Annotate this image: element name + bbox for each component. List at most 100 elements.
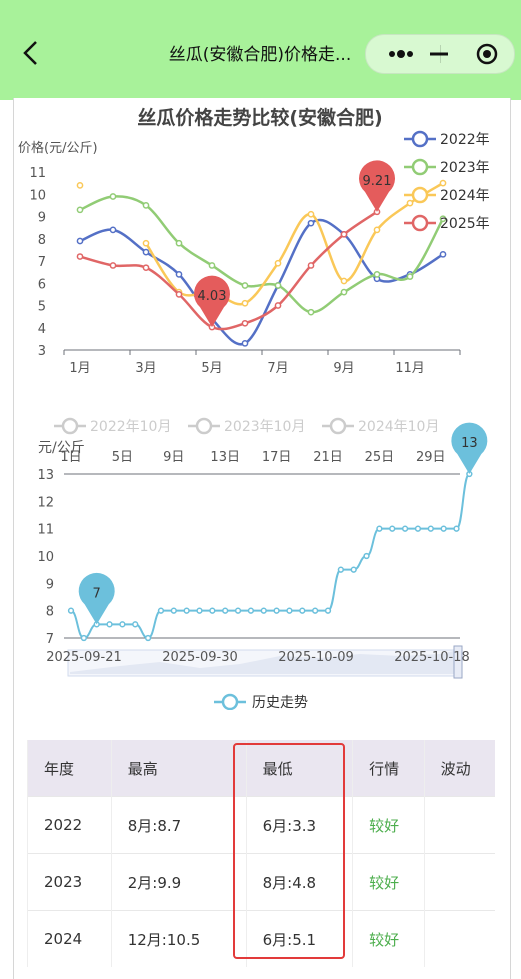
data-point bbox=[176, 241, 181, 246]
history-point bbox=[313, 608, 318, 613]
cell-lowest: 6月:5.1 bbox=[246, 911, 352, 968]
back-button[interactable] bbox=[18, 38, 46, 68]
table-header-row: 年度 最高 最低 行情 波动 bbox=[28, 740, 496, 797]
history-point bbox=[261, 608, 266, 613]
top-tick-label: 1日 bbox=[60, 450, 81, 465]
history-point bbox=[338, 567, 343, 572]
data-point bbox=[407, 201, 412, 206]
history-point bbox=[223, 608, 228, 613]
history-point bbox=[428, 526, 433, 531]
history-point bbox=[364, 554, 369, 559]
cell-year: 2024 bbox=[28, 911, 112, 968]
data-point bbox=[341, 232, 346, 237]
history-point bbox=[133, 622, 138, 627]
history-point bbox=[274, 608, 279, 613]
legend-label: 历史走势 bbox=[252, 695, 308, 710]
legend-label: 2024年10月 bbox=[358, 419, 439, 435]
legend-label: 2024年 bbox=[440, 188, 490, 204]
data-point bbox=[275, 261, 280, 266]
y-axis-label: 价格(元/公斤) bbox=[18, 140, 98, 156]
history-marker-label: 7 bbox=[93, 586, 101, 601]
legend-label: 2022年 bbox=[440, 132, 490, 148]
x-tick-label: 3月 bbox=[135, 361, 156, 376]
data-point bbox=[308, 221, 313, 226]
close-button[interactable] bbox=[462, 35, 512, 73]
top-tick-label: 13日 bbox=[210, 450, 240, 465]
data-point bbox=[77, 207, 82, 212]
cell-lowest: 6月:3.3 bbox=[246, 797, 352, 854]
data-point bbox=[242, 283, 247, 288]
data-point bbox=[242, 341, 247, 346]
y-tick-label: 7 bbox=[38, 255, 46, 270]
history-point bbox=[390, 526, 395, 531]
legend-marker bbox=[331, 419, 345, 433]
history-point bbox=[184, 608, 189, 613]
history-point bbox=[351, 567, 356, 572]
data-point bbox=[110, 263, 115, 268]
history-point bbox=[249, 608, 254, 613]
minimize-icon bbox=[414, 35, 464, 73]
y-tick-label: 8 bbox=[46, 605, 54, 620]
mini-program-capsule bbox=[365, 34, 515, 74]
cell-market: 较好 bbox=[353, 854, 425, 911]
table-row: 2022 8月:8.7 6月:3.3 较好 bbox=[28, 797, 496, 854]
series-line-2022年 bbox=[80, 220, 443, 344]
table-row: 2023 2月:9.9 8月:4.8 较好 bbox=[28, 854, 496, 911]
marker-label: 4.03 bbox=[198, 289, 227, 304]
data-point bbox=[407, 274, 412, 279]
header-market: 行情 bbox=[353, 740, 425, 797]
history-point bbox=[146, 636, 151, 641]
cell-year: 2023 bbox=[28, 854, 112, 911]
header-year: 年度 bbox=[28, 740, 112, 797]
top-tick-label: 21日 bbox=[313, 450, 343, 465]
history-point bbox=[287, 608, 292, 613]
series-line-2025年 bbox=[80, 212, 377, 329]
series-line-2023年 bbox=[80, 196, 443, 312]
cell-market: 较好 bbox=[353, 797, 425, 854]
y-tick-label: 11 bbox=[29, 166, 46, 181]
y-tick-label: 13 bbox=[37, 468, 54, 483]
data-point bbox=[143, 250, 148, 255]
data-point bbox=[209, 263, 214, 268]
data-point bbox=[308, 310, 313, 315]
history-marker-label: 13 bbox=[461, 436, 478, 451]
data-point bbox=[242, 321, 247, 326]
zoom-date-label: 2025-10-18 bbox=[394, 650, 470, 665]
data-point bbox=[374, 227, 379, 232]
cell-highest: 2月:9.9 bbox=[111, 854, 246, 911]
cell-fluctuation bbox=[424, 911, 495, 968]
minimize-button[interactable] bbox=[414, 35, 464, 73]
history-point bbox=[403, 526, 408, 531]
y-tick-label: 9 bbox=[46, 577, 54, 592]
y-tick-label: 8 bbox=[38, 233, 46, 248]
zoom-date-label: 2025-09-30 bbox=[162, 650, 238, 665]
legend-label: 2023年 bbox=[440, 160, 490, 176]
legend-label: 2025年 bbox=[440, 216, 490, 232]
top-tick-label: 17日 bbox=[262, 450, 292, 465]
legend-label: 2022年10月 bbox=[90, 419, 171, 435]
history-point bbox=[120, 622, 125, 627]
top-tick-label: 5日 bbox=[112, 450, 133, 465]
history-point bbox=[441, 526, 446, 531]
y-tick-label: 7 bbox=[46, 632, 54, 647]
cell-highest: 8月:8.7 bbox=[111, 797, 246, 854]
data-point bbox=[341, 278, 346, 283]
history-point bbox=[454, 526, 459, 531]
cell-market: 较好 bbox=[353, 911, 425, 968]
y-tick-label: 9 bbox=[38, 211, 46, 226]
header-fluctuation: 波动 bbox=[424, 740, 495, 797]
y-tick-label: 4 bbox=[38, 322, 46, 337]
history-point bbox=[171, 608, 176, 613]
legend-marker bbox=[197, 419, 211, 433]
y-tick-label: 12 bbox=[37, 495, 54, 510]
chart-title: 丝瓜价格走势比较(安徽合肥) bbox=[137, 106, 382, 129]
legend-marker bbox=[223, 695, 237, 709]
top-tick-label: 29日 bbox=[416, 450, 446, 465]
cell-highest: 12月:10.5 bbox=[111, 911, 246, 968]
header-lowest: 最低 bbox=[246, 740, 352, 797]
y-tick-label: 6 bbox=[38, 277, 46, 292]
history-point bbox=[300, 608, 305, 613]
data-point bbox=[77, 238, 82, 243]
summary-table: 年度 最高 最低 行情 波动 2022 8月:8.7 6月:3.3 较好 202… bbox=[27, 740, 495, 967]
